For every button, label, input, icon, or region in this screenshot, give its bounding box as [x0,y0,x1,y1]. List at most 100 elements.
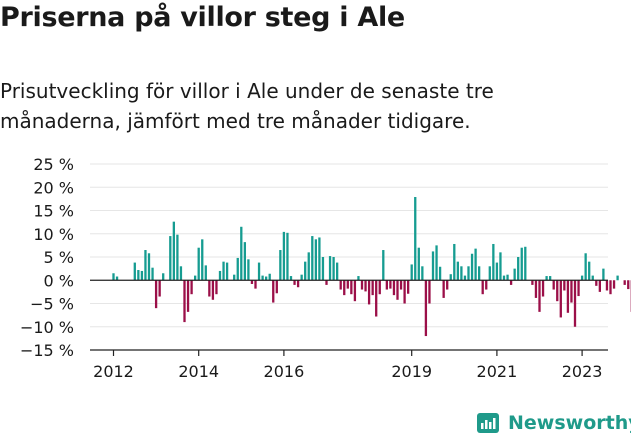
bar [375,280,378,317]
bar [541,280,545,297]
bar [552,280,555,290]
bar [609,280,612,295]
x-axis-ticks: 2012201420162019202120232025 [93,350,602,381]
bar [442,280,445,298]
x-tick-label: 2021 [477,362,518,381]
bar [414,197,417,281]
bar [605,280,609,291]
bar [371,280,374,296]
brand-name: Newsworthy [508,412,631,434]
bar [506,274,509,281]
bar [339,280,342,290]
bar [261,275,264,281]
bar [215,280,218,295]
bar [407,280,410,294]
bar [343,280,346,296]
newsworthy-logo[interactable]: Newsworthy [476,410,631,436]
bar [254,280,257,289]
bar [513,268,516,281]
bar [162,273,165,281]
bar [399,280,403,290]
bar [314,239,317,281]
bar [265,276,268,281]
x-tick-label: 2019 [391,362,432,381]
bar [140,270,144,281]
bar [566,280,570,313]
bar [208,280,211,297]
chart-title: Priserna på villor steg i Ale [0,2,405,33]
bar [247,259,250,281]
bar [389,280,392,289]
bar [524,246,527,281]
bar [194,275,197,281]
bar [627,280,630,290]
bar [211,280,215,300]
bar [364,280,367,292]
bar [428,280,431,304]
bar [612,280,616,289]
bar [392,280,396,296]
bar [481,280,484,295]
bar [307,252,310,281]
bar [304,261,307,281]
bar [463,275,467,281]
bar [570,280,573,303]
bar [502,275,506,281]
bar [410,264,413,281]
bar [311,236,314,281]
bar [367,280,371,305]
bar [580,275,584,281]
bar [456,261,459,281]
bar [495,262,499,281]
axes [90,279,608,351]
bar [201,239,204,281]
bar [151,267,154,281]
bar [488,266,491,281]
bar [616,275,619,281]
bar [623,280,626,285]
bar [346,280,349,289]
bar [492,243,495,281]
bar [112,273,115,281]
bar [509,280,513,285]
y-tick-label: 20 % [33,178,74,197]
chart-subtitle: Prisutveckling för villor i Ale under de… [0,79,494,133]
bar [293,280,296,285]
bar [332,257,335,281]
bar [169,236,172,281]
bar [385,280,388,290]
bar [360,280,364,290]
bar [602,268,605,281]
bar [538,280,541,312]
bar [144,250,147,281]
bar [300,274,303,281]
x-tick-label: 2012 [93,362,134,381]
bar [268,273,271,281]
y-tick-label: 25 % [33,155,74,174]
bar [183,280,186,323]
bar [186,280,190,312]
bar [460,266,463,281]
bar [545,276,548,281]
bar [350,280,353,295]
bar [179,266,183,281]
bar [556,280,559,302]
bar [353,280,357,302]
bar [584,253,587,281]
bar [549,276,552,281]
bar [403,280,406,304]
bar [449,274,452,281]
bar [431,251,435,281]
bar [378,280,381,295]
bar [520,247,523,281]
bar [478,266,481,281]
bar [321,257,325,281]
bar [172,221,175,281]
bar [467,266,470,281]
x-tick-label: 2014 [178,362,219,381]
bar [147,253,151,281]
bar [336,262,339,281]
bar [453,243,456,281]
grid-lines [90,163,608,351]
